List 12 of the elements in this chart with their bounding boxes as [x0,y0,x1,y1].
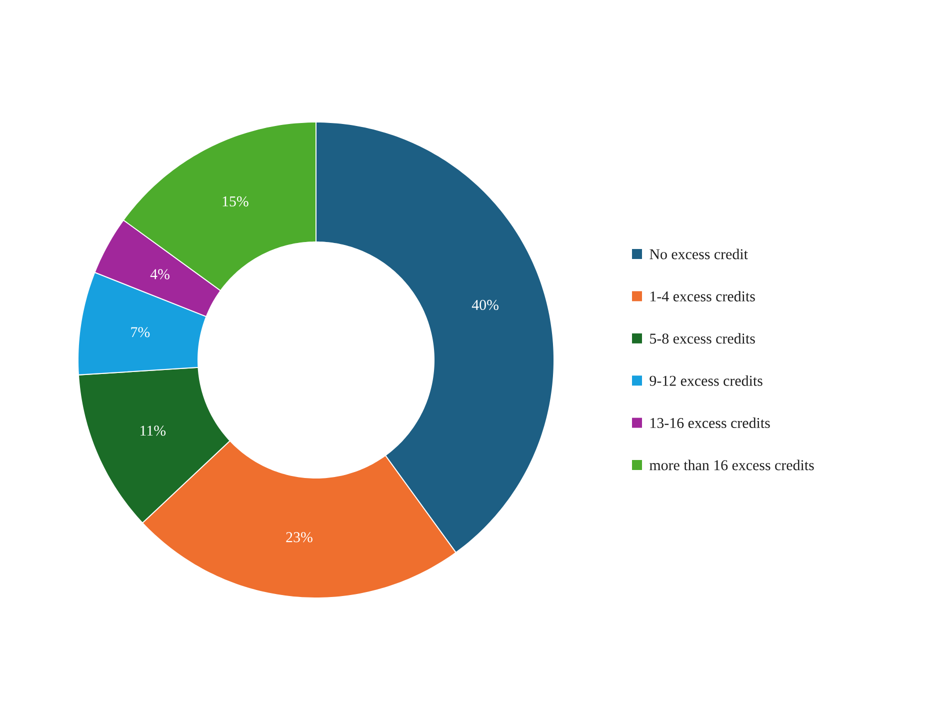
legend-label: No excess credit [650,248,748,260]
legend-label: 13-16 excess credits [650,418,770,428]
legend-label: more than 16 excess credits [650,460,814,470]
legend-label: 1-4 excess credits [650,290,755,302]
data-label: 40% [472,300,498,310]
data-label: 23% [286,532,312,542]
data-label: 11% [140,426,166,436]
data-label: 7% [131,327,150,338]
legend-label: 5-8 excess credits [650,333,755,344]
data-label: 4% [150,269,170,280]
data-label: 15% [222,196,248,206]
legend-label: 9-12 excess credits [650,375,762,386]
